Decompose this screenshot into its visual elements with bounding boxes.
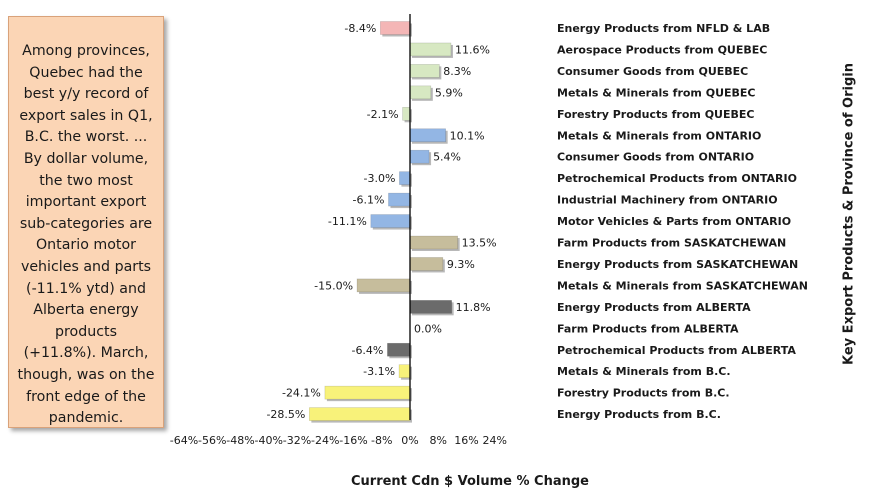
category-label: Petrochemical Products from ONTARIO [557, 172, 797, 185]
x-tick-label: -40% [255, 434, 283, 447]
category-label: Petrochemical Products from ALBERTA [557, 344, 796, 357]
bar [409, 128, 446, 143]
commentary-note: Among provinces, Quebec had the best y/y… [8, 16, 164, 428]
data-label: -2.1% [367, 108, 399, 121]
bar [388, 192, 411, 207]
data-label: 11.8% [456, 301, 491, 314]
data-label: -24.1% [282, 387, 321, 400]
bar [409, 300, 452, 314]
category-label: Consumer Goods from ONTARIO [557, 151, 754, 164]
x-tick-label: 16% [454, 434, 478, 447]
data-label: 5.4% [433, 151, 461, 164]
category-label: Metals & Minerals from B.C. [557, 365, 731, 378]
bar [409, 64, 440, 78]
x-tick-label: -8% [371, 434, 392, 447]
x-tick-label: -16% [339, 434, 367, 447]
bar [380, 21, 411, 35]
x-tick-label: -56% [198, 434, 226, 447]
data-label: 5.9% [435, 86, 463, 99]
bar [309, 407, 411, 421]
category-label: Farm Products from SASKATCHEWAN [557, 237, 786, 250]
data-label: -3.1% [363, 365, 395, 378]
data-label: 10.1% [450, 129, 485, 142]
bar [409, 85, 432, 100]
bar [387, 342, 411, 357]
x-tick-label: -32% [283, 434, 311, 447]
data-label: -11.1% [328, 215, 367, 228]
data-label: 9.3% [447, 258, 475, 271]
x-tick-label: -64% [170, 434, 198, 447]
data-label: -15.0% [314, 279, 353, 292]
bar [409, 257, 444, 271]
category-label: Aerospace Products from QUEBEC [557, 43, 767, 56]
category-label: Metals & Minerals from SASKATCHEWAN [557, 279, 808, 292]
bar [409, 235, 458, 250]
y-axis-title: Key Export Products & Province of Origin [841, 63, 857, 365]
x-tick-label: -48% [226, 434, 254, 447]
category-label: Energy Products from B.C. [557, 408, 721, 421]
x-tick-label: 8% [430, 434, 447, 447]
category-label: Farm Products from ALBERTA [557, 322, 739, 335]
bar [402, 107, 411, 121]
data-label: 8.3% [443, 65, 471, 78]
bar [409, 149, 430, 164]
category-label: Energy Products from NFLD & LAB [557, 22, 770, 35]
category-label: Forestry Products from QUEBEC [557, 108, 754, 121]
data-label: 13.5% [462, 237, 497, 250]
category-label: Forestry Products from B.C. [557, 387, 730, 400]
x-tick-label: 24% [483, 434, 507, 447]
bar [409, 42, 452, 57]
data-label: 11.6% [455, 43, 490, 56]
data-label: -6.1% [353, 194, 385, 207]
category-label: Industrial Machinery from ONTARIO [557, 194, 778, 207]
bar [370, 214, 411, 228]
category-label: Motor Vehicles & Parts from ONTARIO [557, 215, 791, 228]
category-label: Metals & Minerals from QUEBEC [557, 86, 756, 99]
x-tick-label: 0% [401, 434, 418, 447]
bar [324, 385, 411, 400]
data-label: -3.0% [363, 172, 395, 185]
bar [398, 364, 411, 379]
data-label: -28.5% [266, 408, 305, 421]
x-tick-label: -24% [311, 434, 339, 447]
data-label: 0.0% [414, 322, 442, 335]
category-label: Consumer Goods from QUEBEC [557, 65, 748, 78]
category-label: Metals & Minerals from ONTARIO [557, 129, 761, 142]
bar [399, 171, 411, 185]
category-label: Energy Products from SASKATCHEWAN [557, 258, 798, 271]
data-label: -8.4% [344, 22, 376, 35]
data-label: -6.4% [351, 344, 383, 357]
bar [356, 278, 411, 293]
category-label: Energy Products from ALBERTA [557, 301, 751, 314]
x-axis-title: Current Cdn $ Volume % Change [350, 474, 589, 489]
